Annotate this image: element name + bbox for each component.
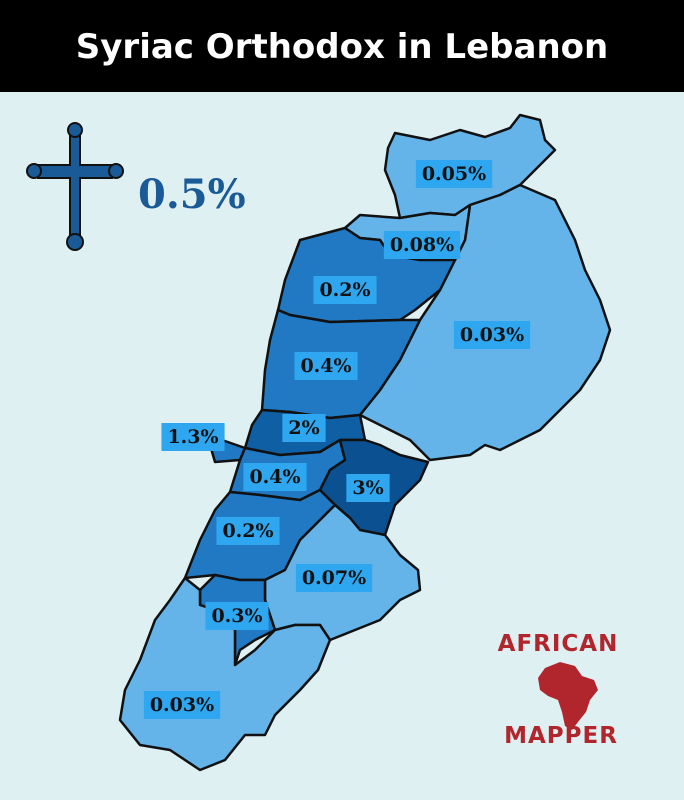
region-label: 1.3% bbox=[161, 423, 225, 451]
label-box bbox=[294, 352, 358, 380]
logo-top: AFRICAN bbox=[498, 631, 619, 657]
region bbox=[118, 576, 332, 772]
label-text: 0.4% bbox=[249, 466, 300, 488]
title: Syriac Orthodox in Lebanon bbox=[76, 27, 608, 67]
label-text: 0.03% bbox=[460, 324, 524, 346]
region-label: 0.03% bbox=[143, 691, 221, 719]
labels: 0.05% 0.03% 0.08% 0.2% 0.4% 2% 1.3% 0.4%… bbox=[143, 160, 531, 719]
label-box bbox=[282, 414, 326, 442]
region-label: 0.07% bbox=[295, 564, 373, 592]
label-box bbox=[295, 564, 373, 592]
label-text: 0.03% bbox=[150, 694, 214, 716]
label-box bbox=[383, 231, 461, 259]
label-text: 0.3% bbox=[211, 605, 262, 627]
logo: AFRICAN MAPPER bbox=[498, 631, 619, 749]
label-text: 0.2% bbox=[222, 520, 273, 542]
label-box bbox=[205, 602, 269, 630]
region-label: 2% bbox=[282, 414, 326, 442]
label-box bbox=[143, 691, 221, 719]
region-label: 0.3% bbox=[205, 602, 269, 630]
logo-bottom: MAPPER bbox=[504, 723, 618, 749]
region-label: 0.05% bbox=[415, 160, 493, 188]
label-box bbox=[216, 517, 280, 545]
label-box bbox=[453, 321, 531, 349]
region-label: 0.08% bbox=[383, 231, 461, 259]
label-text: 0.2% bbox=[319, 279, 370, 301]
cross-icon bbox=[26, 122, 124, 251]
summary-value: 0.5% bbox=[138, 171, 246, 218]
label-box bbox=[243, 463, 307, 491]
label-box bbox=[346, 474, 390, 502]
label-text: 2% bbox=[288, 417, 319, 439]
region-label: 0.4% bbox=[243, 463, 307, 491]
africa-icon bbox=[538, 662, 598, 730]
label-box bbox=[161, 423, 225, 451]
label-text: 0.05% bbox=[422, 163, 486, 185]
region-label: 0.2% bbox=[313, 276, 377, 304]
label-text: 0.08% bbox=[390, 234, 454, 256]
label-box bbox=[415, 160, 493, 188]
region-label: 0.03% bbox=[453, 321, 531, 349]
header-bar bbox=[0, 0, 684, 92]
region-label: 0.4% bbox=[294, 352, 358, 380]
label-box bbox=[313, 276, 377, 304]
label-text: 0.07% bbox=[302, 567, 366, 589]
region-label: 3% bbox=[346, 474, 390, 502]
label-text: 1.3% bbox=[167, 426, 218, 448]
label-text: 0.4% bbox=[300, 355, 351, 377]
label-text: 3% bbox=[352, 477, 383, 499]
region-label: 0.2% bbox=[216, 517, 280, 545]
